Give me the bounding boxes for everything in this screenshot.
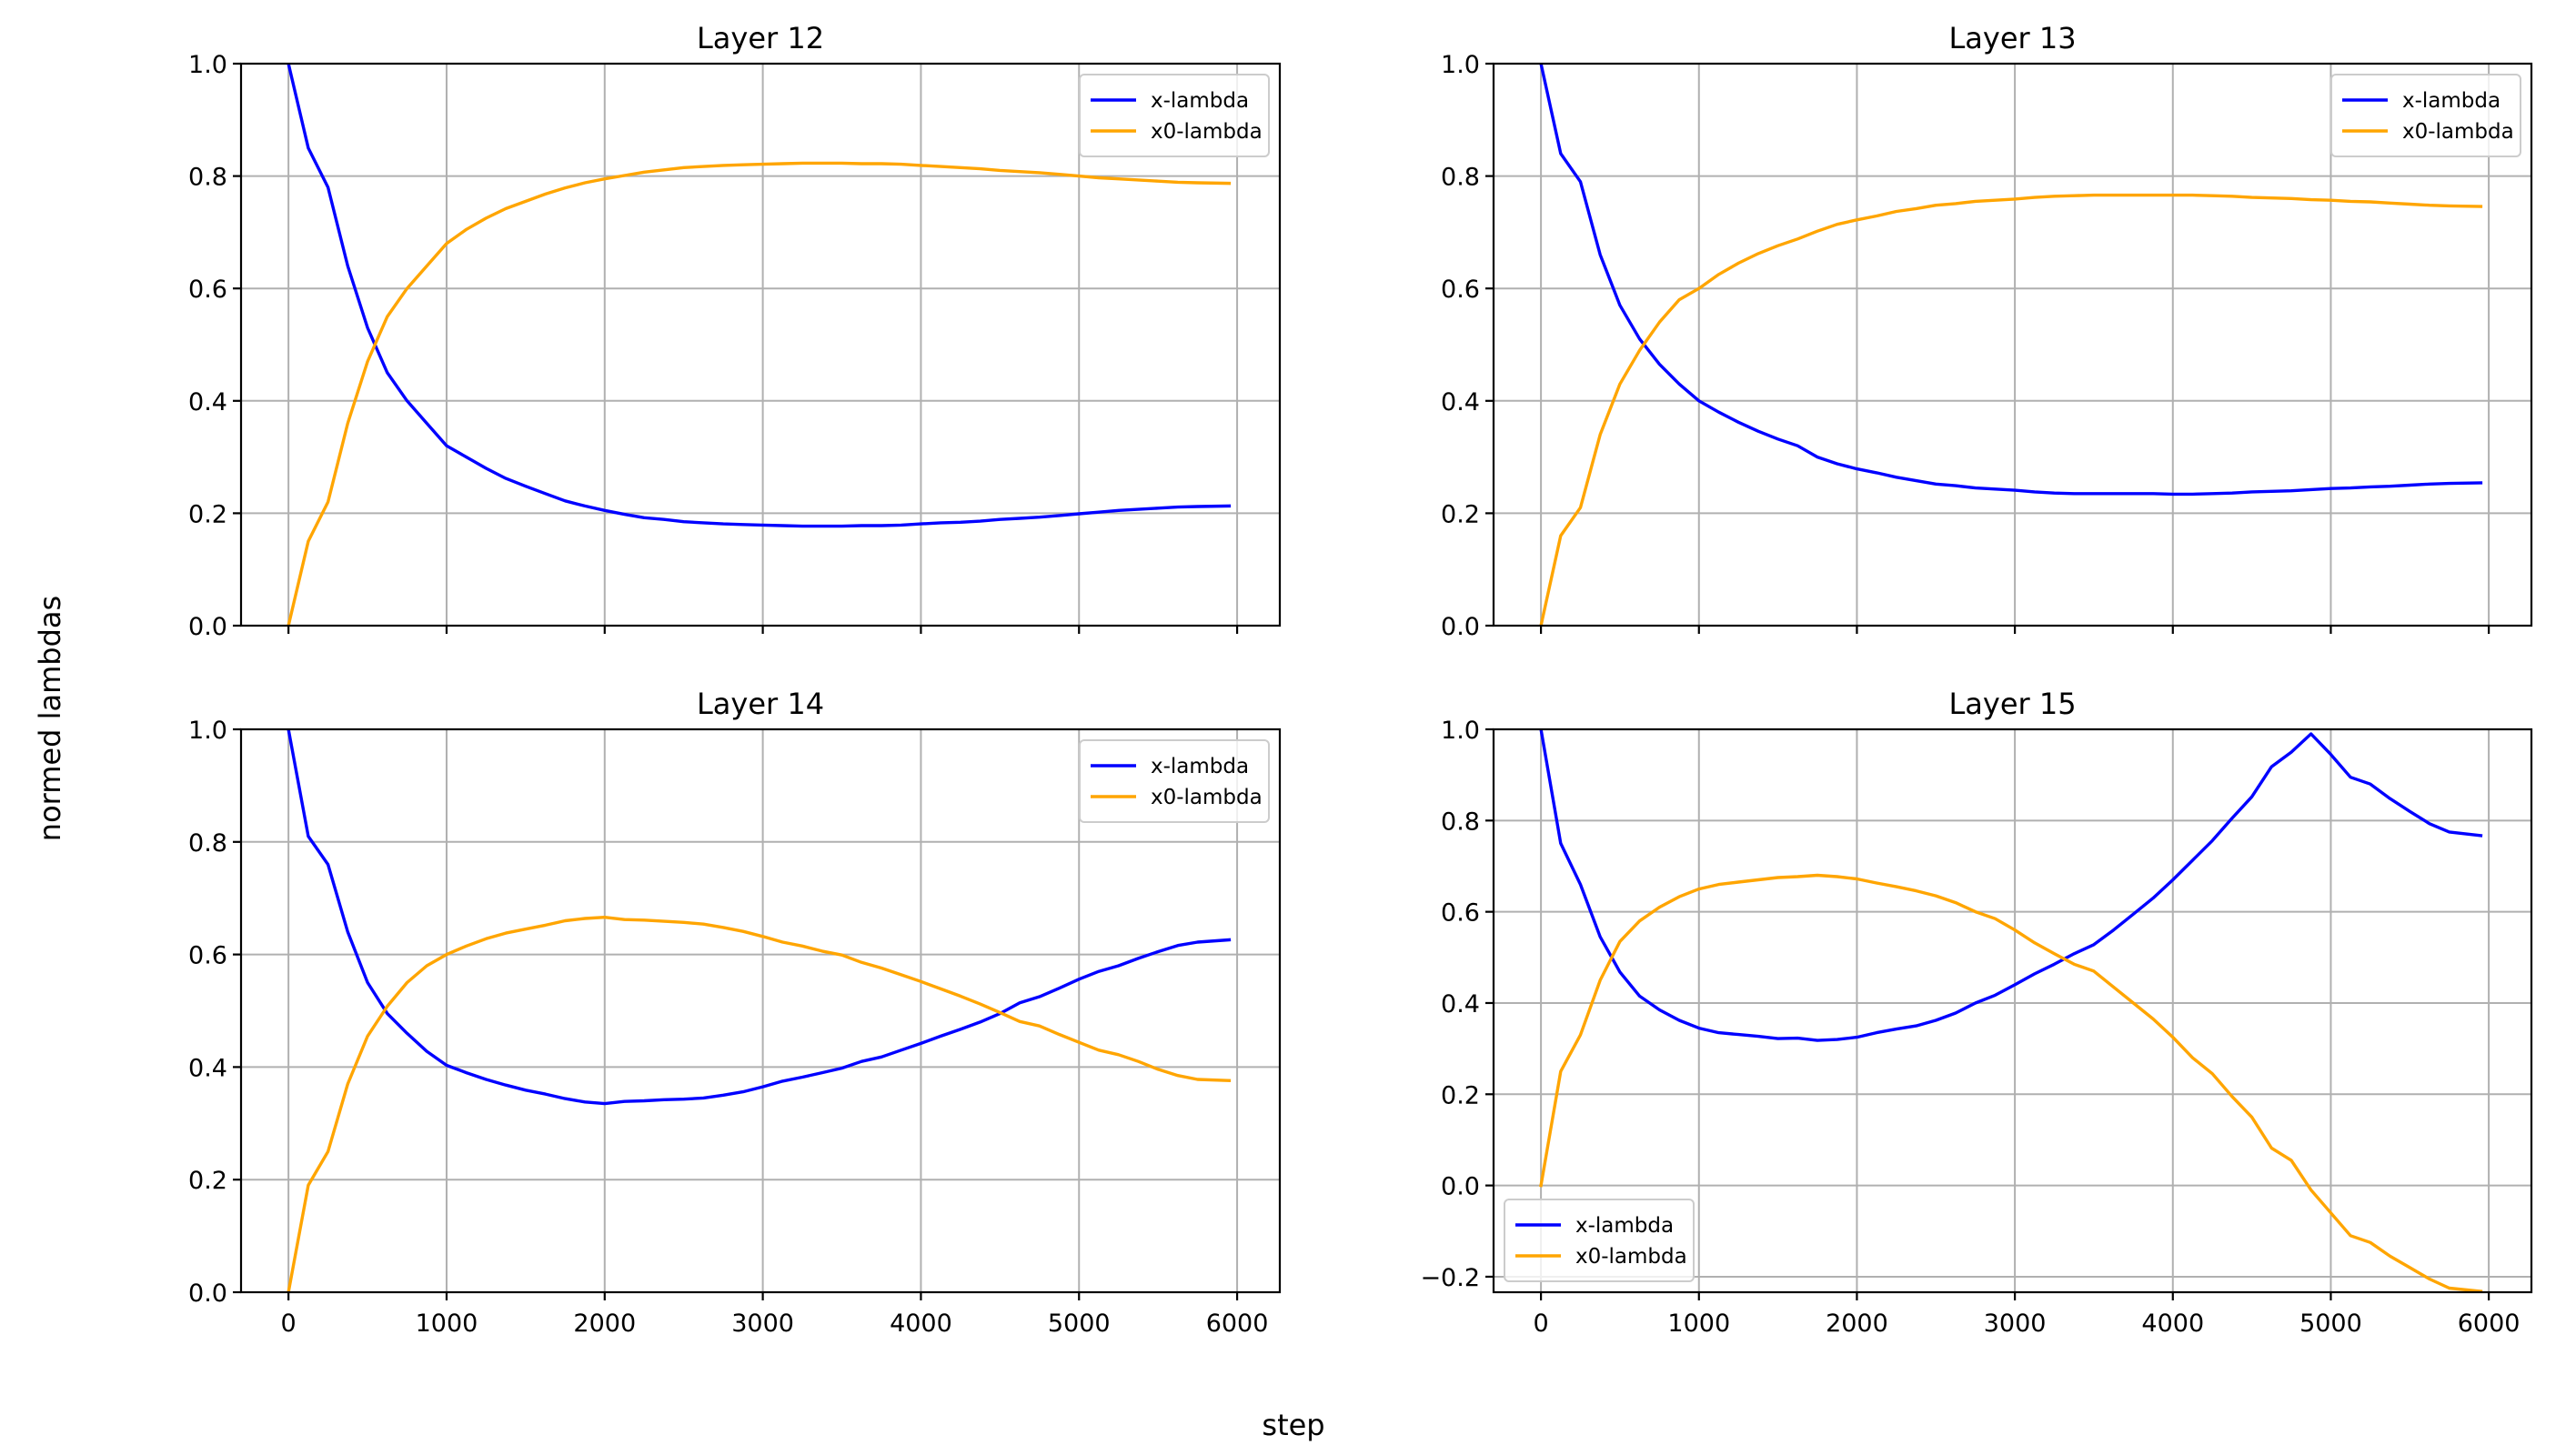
- legend-label: x-lambda: [1151, 89, 1249, 113]
- y-tick-label: 0.0: [188, 613, 227, 641]
- legend-item-x0-lambda: x0-lambda: [1515, 1245, 1687, 1269]
- y-tick-label: 1.0: [1441, 717, 1480, 745]
- y-axis-label: normed lambdas: [33, 596, 67, 841]
- legend: x-lambda x0-lambda: [1079, 739, 1270, 823]
- series-line-x-lambda: [1539, 64, 2483, 497]
- legend-item-x0-lambda: x0-lambda: [1091, 786, 1263, 809]
- legend-label: x0-lambda: [1151, 120, 1263, 144]
- y-tick-label: 0.6: [1441, 276, 1480, 304]
- legend-label: x0-lambda: [2402, 120, 2514, 144]
- legend-label: x0-lambda: [1151, 786, 1263, 809]
- x-tick-label: 6000: [1206, 1310, 1269, 1338]
- legend: x-lambda x0-lambda: [1504, 1199, 1695, 1282]
- y-tick-label: 0.8: [188, 829, 227, 858]
- series-line-x0-lambda: [1539, 873, 2483, 1292]
- subplot-title: Layer 15: [1948, 687, 2076, 721]
- series-line-x0-lambda: [1539, 193, 2483, 626]
- legend-label: x0-lambda: [1575, 1245, 1687, 1269]
- legend-item-x-lambda: x-lambda: [2342, 89, 2501, 113]
- y-tick-label: 0.2: [188, 500, 227, 528]
- y-tick-label: 0.4: [188, 1054, 227, 1082]
- legend-box: [1079, 74, 1270, 157]
- legend-item-x-lambda: x-lambda: [1091, 755, 1249, 778]
- legend-item-x-lambda: x-lambda: [1091, 89, 1249, 113]
- y-tick-label: 0.8: [188, 164, 227, 192]
- subplot-layer-13: 0.0 0.2 0.4 0.6 0.8 1.0 Layer 13 x-lambda x0-lam…: [1441, 21, 2533, 641]
- legend: x-lambda x0-lambda: [1079, 74, 1270, 157]
- x-tick-label: 1000: [1667, 1310, 1730, 1338]
- legend-box: [1079, 739, 1270, 823]
- axes-frame: [239, 62, 1282, 627]
- axes-frame: [1492, 728, 2533, 1294]
- x-tick-label: 3000: [1984, 1310, 2047, 1338]
- subplot-layer-14: 0 1000 2000 3000 4000 5000 6000 0.0 0.2 0.4 0.6 0.8…: [188, 687, 1282, 1338]
- y-tick-label: 0.8: [1441, 808, 1480, 836]
- series-line-x0-lambda: [287, 161, 1232, 626]
- x-tick-label: 5000: [2299, 1310, 2362, 1338]
- y-tick-label: 0.4: [188, 388, 227, 416]
- x-tick-label: 4000: [2141, 1310, 2204, 1338]
- y-tick-label: 0.8: [1441, 164, 1480, 192]
- legend-label: x-lambda: [1575, 1214, 1674, 1238]
- x-tick-label: 3000: [731, 1310, 794, 1338]
- x-tick-label: 2000: [573, 1310, 636, 1338]
- y-tick-label: −0.2: [1420, 1264, 1480, 1292]
- legend-item-x-lambda: x-lambda: [1515, 1214, 1674, 1238]
- y-tick-label: 0.6: [1441, 899, 1480, 928]
- y-tick-label: 0.0: [1441, 1173, 1480, 1201]
- legend-box: [1504, 1199, 1695, 1282]
- x-tick-label: 2000: [1826, 1310, 1888, 1338]
- legend-item-x0-lambda: x0-lambda: [2342, 120, 2514, 144]
- y-tick-label: 0.4: [1441, 388, 1480, 416]
- legend-label: x-lambda: [1151, 755, 1249, 778]
- legend-box: [2330, 74, 2521, 157]
- y-tick-label: 1.0: [188, 717, 227, 745]
- y-tick-label: 0.4: [1441, 990, 1480, 1018]
- y-tick-label: 1.0: [1441, 51, 1480, 79]
- subplot-layer-12: 0.0 0.2 0.4 0.6 0.8 1.0 Layer 12 x-lambda x0-lam…: [188, 21, 1282, 641]
- x-tick-label: 4000: [890, 1310, 952, 1338]
- y-tick-label: 0.6: [188, 942, 227, 970]
- x-tick-label: 0: [1534, 1310, 1549, 1338]
- x-tick-label: 0: [281, 1310, 297, 1338]
- y-tick-label: 0.0: [1441, 613, 1480, 641]
- axes-frame: [1492, 62, 2533, 627]
- subplot-title: Layer 12: [697, 21, 824, 55]
- subplot-layer-15: 0 1000 2000 3000 4000 5000 6000 −0.2 0.0 0.2 0.4 0.…: [1420, 687, 2533, 1338]
- legend-label: x-lambda: [2402, 89, 2501, 113]
- subplot-title: Layer 14: [697, 687, 824, 721]
- x-tick-label: 1000: [416, 1310, 478, 1338]
- legend-item-x0-lambda: x0-lambda: [1091, 120, 1263, 144]
- y-tick-label: 1.0: [188, 51, 227, 79]
- series-line-x-lambda: [287, 64, 1232, 528]
- x-axis-label: step: [1262, 1408, 1324, 1442]
- x-tick-label: 6000: [2458, 1310, 2521, 1338]
- y-tick-label: 0.2: [1441, 1081, 1480, 1109]
- series-line-x0-lambda: [287, 916, 1232, 1292]
- series-line-x-lambda: [1539, 729, 2483, 1042]
- y-tick-label: 0.6: [188, 276, 227, 304]
- y-tick-label: 0.2: [188, 1167, 227, 1195]
- subplot-title: Layer 13: [1948, 21, 2076, 55]
- x-tick-label: 5000: [1048, 1310, 1111, 1338]
- series-line-x-lambda: [287, 729, 1232, 1106]
- axes-frame: [239, 728, 1282, 1294]
- y-tick-label: 0.0: [188, 1279, 227, 1308]
- legend: x-lambda x0-lambda: [2330, 74, 2521, 157]
- y-tick-label: 0.2: [1441, 500, 1480, 528]
